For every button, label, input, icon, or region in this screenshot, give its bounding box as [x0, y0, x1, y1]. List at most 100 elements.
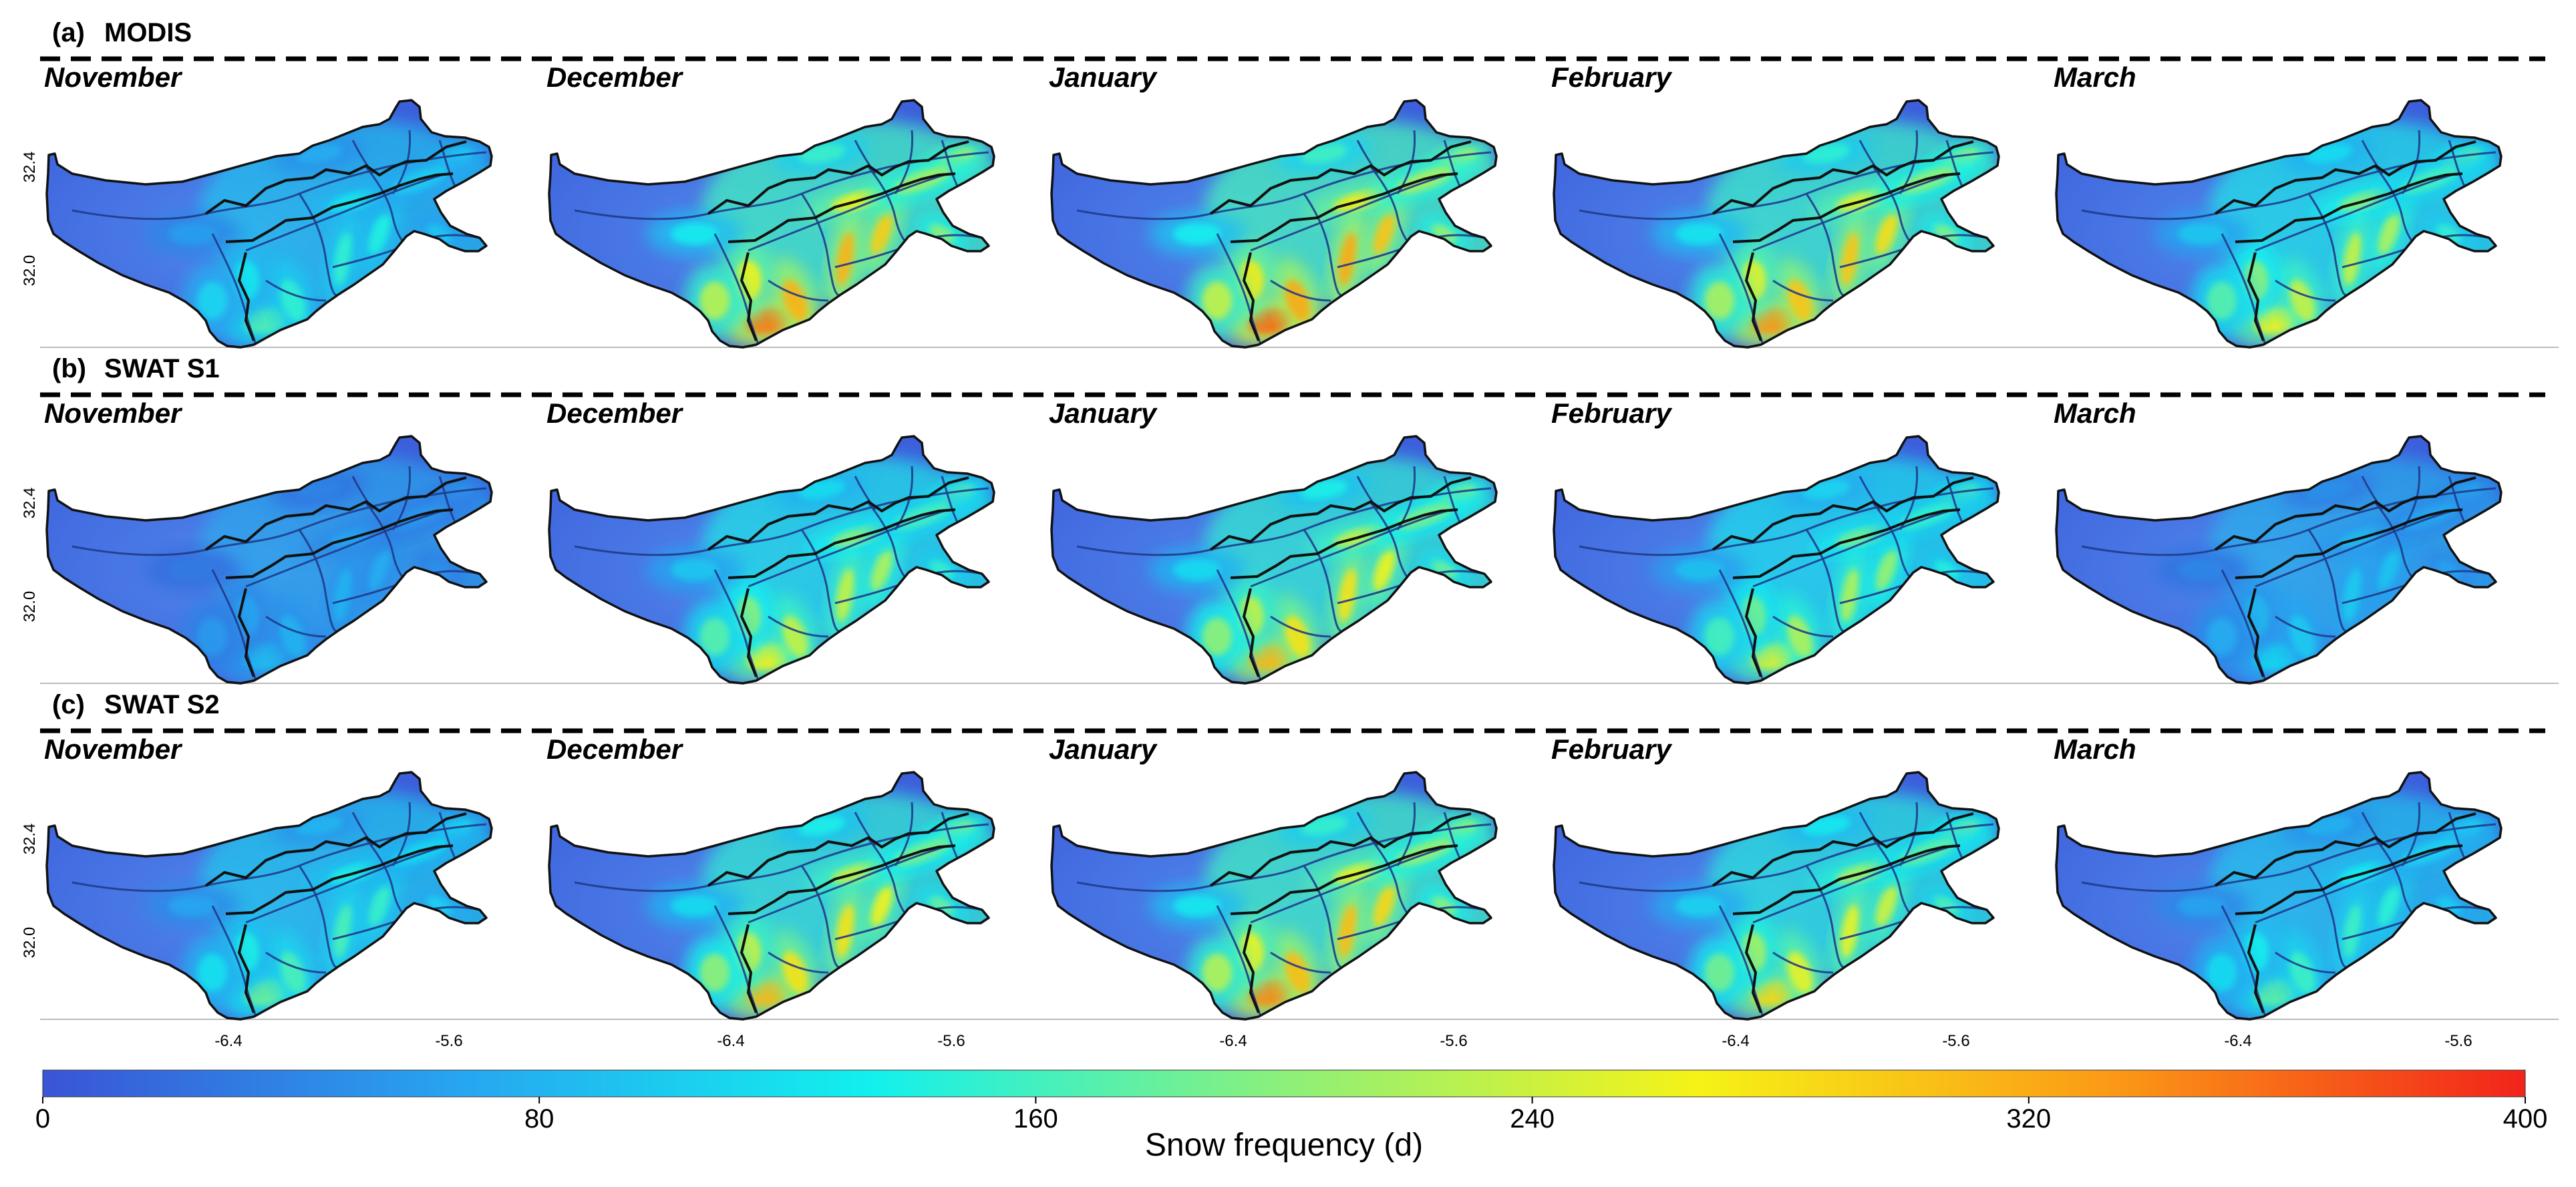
panel-month-label: January — [1049, 733, 1158, 765]
map-panel: December — [546, 733, 995, 1021]
map-panel: November — [44, 61, 493, 349]
river-line — [800, 865, 843, 969]
river-line — [768, 615, 829, 638]
subbasin-boundary — [1712, 140, 1974, 215]
map-panel: December — [546, 61, 995, 349]
basin-outline — [2055, 99, 2503, 349]
basin-outline — [1553, 99, 2000, 349]
river-line — [1250, 508, 1452, 588]
river-line — [1303, 865, 1345, 969]
snow-frequency-patch — [2207, 617, 2237, 656]
map-panel: December — [546, 397, 995, 685]
subbasin-boundary — [204, 476, 467, 551]
x-tick-label: -6.4 — [1219, 1032, 1247, 1050]
basin-outline — [1553, 435, 2000, 685]
snow-frequency-patch — [2343, 568, 2362, 622]
basin-outline — [1553, 771, 2000, 1021]
river-line — [854, 812, 876, 846]
river-line — [2307, 865, 2350, 969]
map-panel: March — [2054, 61, 2503, 349]
panel-month-label: January — [1049, 397, 1158, 429]
river-line — [854, 476, 876, 510]
basin-map — [548, 771, 995, 1021]
snow-frequency-patch — [2378, 884, 2400, 927]
basin-outline — [548, 99, 995, 349]
row-swat-s1: (b) SWAT S1 32.4 32.0 November December … — [21, 354, 2559, 685]
river-line — [2307, 529, 2350, 633]
snow-frequency-patch — [1173, 894, 1221, 917]
snow-frequency-patch — [699, 281, 730, 320]
snow-frequency-patch — [2289, 615, 2315, 658]
panel-month-label: December — [546, 397, 684, 429]
subbasin-boundary — [1242, 252, 1260, 341]
subbasin-boundary — [740, 588, 758, 677]
subbasin-boundary — [1230, 172, 1458, 243]
basin-map — [2055, 435, 2503, 685]
colorbar-tick-label: 160 — [1013, 1104, 1058, 1134]
subbasin-boundary — [2214, 476, 2476, 551]
subbasin-boundary — [728, 508, 956, 579]
subbasin-boundary — [204, 140, 467, 215]
snow-frequency-patch — [1202, 617, 1233, 656]
river-line — [1356, 140, 1379, 174]
map-panel: January — [1049, 61, 1498, 349]
x-tick-label: -5.6 — [937, 1032, 965, 1050]
snow-frequency-patch — [1338, 904, 1357, 958]
snow-frequency-patch — [836, 232, 854, 286]
subbasin-boundary — [225, 172, 454, 243]
subbasin-boundary — [1712, 476, 1974, 551]
y-tick-label: 32.0 — [21, 927, 39, 959]
snow-frequency-patch — [671, 222, 719, 245]
river-line — [1752, 172, 1954, 252]
basin-map — [548, 435, 995, 685]
snow-frequency-patch — [836, 568, 854, 622]
map-panel: January — [1049, 733, 1498, 1021]
river-line — [1859, 812, 1881, 846]
snow-frequency-patch — [279, 951, 306, 994]
subbasin-boundary — [1209, 476, 1472, 551]
subbasin-boundary — [2235, 172, 2463, 243]
subbasin-boundary — [1230, 844, 1458, 915]
river-line — [1752, 844, 1954, 924]
river-line — [2275, 951, 2336, 974]
river-line — [1270, 615, 1331, 638]
basin-outline — [45, 771, 493, 1021]
snow-frequency-patch — [1432, 896, 1457, 915]
panel-month-label: February — [1551, 397, 1673, 429]
snow-frequency-patch — [197, 617, 228, 656]
panel-month-label: February — [1551, 61, 1673, 93]
basin-map — [2055, 99, 2503, 349]
panel-month-label: March — [2054, 61, 2136, 93]
river-line — [298, 193, 341, 297]
snow-frequency-patch — [427, 896, 452, 915]
snow-frequency-patch — [929, 224, 955, 243]
subbasin-boundary — [1744, 588, 1762, 677]
x-tick-label: -5.6 — [435, 1032, 462, 1050]
snow-frequency-patch — [1876, 212, 1897, 255]
snow-frequency-patch — [369, 548, 390, 591]
snow-frequency-patch — [1338, 232, 1357, 286]
row-swat-s2: (c) SWAT S2 32.4 32.0 November December … — [21, 690, 2559, 1050]
snow-frequency-patch — [1934, 896, 1959, 915]
river-line — [351, 140, 374, 174]
basin-map — [2055, 771, 2503, 1021]
river-line — [1772, 951, 1834, 974]
snow-frequency-patch — [871, 212, 893, 255]
snow-frequency-patch — [2436, 896, 2462, 915]
y-tick-label: 32.4 — [21, 488, 39, 519]
subbasin-boundary — [740, 924, 758, 1013]
snow-frequency-patch — [1786, 279, 1813, 322]
subbasin-boundary — [2235, 844, 2463, 915]
y-tick-label: 32.0 — [21, 255, 39, 287]
snow-frequency-patch — [1173, 558, 1221, 581]
x-tick-label: -5.6 — [1440, 1032, 1467, 1050]
snow-frequency-patch — [279, 279, 306, 322]
snow-frequency-patch — [836, 904, 854, 958]
map-panel: January — [1049, 397, 1498, 685]
map-panel: November — [44, 733, 493, 1021]
snow-frequency-patch — [1374, 212, 1395, 255]
subbasin-boundary — [2214, 812, 2476, 887]
colorbar-ticks: 0 80 160 240 320 400 — [35, 1097, 2547, 1134]
panel-month-label: November — [44, 733, 183, 765]
row-title: SWAT S2 — [104, 690, 220, 719]
